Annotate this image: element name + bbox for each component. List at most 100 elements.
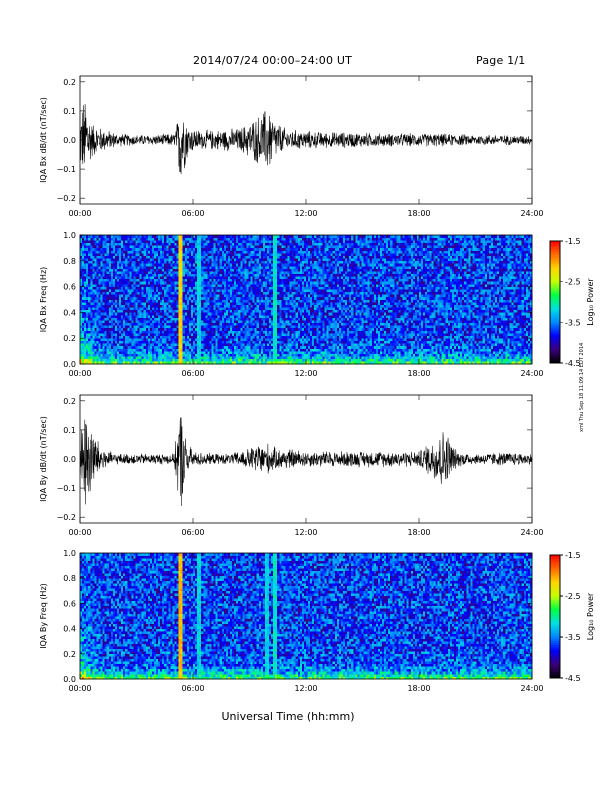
heatmap-cell <box>215 356 218 360</box>
heatmap-cell <box>96 289 99 293</box>
heatmap-cell <box>184 304 188 308</box>
heatmap-cell <box>260 296 264 300</box>
heatmap-cell <box>94 253 97 256</box>
heatmap-cell <box>88 289 91 293</box>
heatmap-cell <box>199 258 202 262</box>
heatmap-cell <box>246 289 249 293</box>
heatmap-cell <box>166 317 169 321</box>
heatmap-cell <box>271 358 274 362</box>
heatmap-cell <box>133 343 136 347</box>
heatmap-cell <box>248 278 251 282</box>
heatmap-cell <box>277 281 280 285</box>
heatmap-cell <box>178 258 181 262</box>
heatmap-cell <box>139 314 142 318</box>
heatmap-cell <box>102 312 105 316</box>
heatmap-cell <box>229 320 233 324</box>
heatmap-cell <box>86 327 89 331</box>
heatmap-cell <box>205 322 208 326</box>
heatmap-cell <box>217 333 220 336</box>
heatmap-cell <box>151 327 155 331</box>
heatmap-cell <box>170 284 173 287</box>
heatmap-cell <box>164 327 167 331</box>
heatmap-cell <box>147 265 151 269</box>
heatmap-cell <box>166 255 169 259</box>
heatmap-cell <box>260 278 264 282</box>
heatmap-cell <box>227 268 231 272</box>
heatmap-cell <box>121 358 124 362</box>
heatmap-cell <box>184 338 188 342</box>
heatmap-cell <box>229 245 233 249</box>
heatmap-cell <box>162 286 165 290</box>
heatmap-cell <box>178 245 181 249</box>
heatmap-cell <box>108 299 112 303</box>
heatmap-cell <box>184 286 188 290</box>
heatmap-cell <box>197 333 200 336</box>
heatmap-cell <box>104 356 107 360</box>
heatmap-cell <box>86 281 89 285</box>
heatmap-cell <box>256 314 260 318</box>
heatmap-cell <box>264 345 268 349</box>
heatmap-cell <box>125 307 128 311</box>
heatmap-cell <box>201 294 204 298</box>
heatmap-cell <box>153 265 157 269</box>
heatmap-cell <box>153 268 157 272</box>
heatmap-cell <box>242 291 245 295</box>
heatmap-cell <box>168 237 171 241</box>
heatmap-cell <box>207 302 210 305</box>
heatmap-cell <box>86 263 89 267</box>
heatmap-cell <box>135 307 138 311</box>
heatmap-cell <box>262 309 266 313</box>
heatmap-cell <box>203 286 206 290</box>
heatmap-cell <box>256 235 260 238</box>
heatmap-cell <box>123 255 126 259</box>
heatmap-cell <box>199 322 202 326</box>
heatmap-cell <box>184 314 188 318</box>
heatmap-cell <box>112 304 116 308</box>
heatmap-cell <box>193 351 196 354</box>
heatmap-cell <box>205 260 208 264</box>
heatmap-cell <box>131 338 134 342</box>
heatmap-cell <box>168 255 171 259</box>
heatmap-cell <box>234 291 237 295</box>
heatmap-cell <box>170 338 173 342</box>
heatmap-cell <box>127 314 130 318</box>
heatmap-cell <box>219 286 223 290</box>
heatmap-cell <box>260 333 264 336</box>
heatmap-cell <box>215 258 218 262</box>
heatmap-cell <box>149 358 153 362</box>
heatmap-cell <box>110 289 114 293</box>
heatmap-cell <box>246 255 249 259</box>
heatmap-cell <box>127 320 130 324</box>
heatmap-cell <box>166 284 169 287</box>
heatmap-cell <box>162 353 165 357</box>
heatmap-cell <box>209 314 212 318</box>
heatmap-cell <box>277 265 280 269</box>
heatmap-cell <box>225 258 229 262</box>
heatmap-cell <box>223 242 227 246</box>
heatmap-cell <box>269 302 272 305</box>
heatmap-cell <box>246 271 249 274</box>
heatmap-cell <box>279 317 282 321</box>
heatmap-cell <box>166 322 169 326</box>
heatmap-cell <box>131 312 134 316</box>
heatmap-cell <box>98 242 101 246</box>
heatmap-cell <box>90 302 93 305</box>
heatmap-cell <box>203 314 206 318</box>
heatmap-cell <box>271 235 274 238</box>
heatmap-cell <box>279 247 282 251</box>
heatmap-cell <box>229 325 233 329</box>
heatmap-cell <box>205 309 208 313</box>
heatmap-cell <box>256 338 260 342</box>
heatmap-cell <box>232 255 235 259</box>
heatmap-cell <box>156 242 159 246</box>
heatmap-cell <box>232 242 235 246</box>
heatmap-cell <box>201 327 204 331</box>
heatmap-cell <box>92 345 95 349</box>
heatmap-cell <box>217 265 220 269</box>
heatmap-cell <box>271 335 274 339</box>
heatmap-cell <box>197 294 200 298</box>
heatmap-cell <box>264 235 268 238</box>
heatmap-cell <box>258 271 262 274</box>
x-tick-label: 18:00 <box>407 209 430 218</box>
heatmap-cell <box>143 340 147 344</box>
